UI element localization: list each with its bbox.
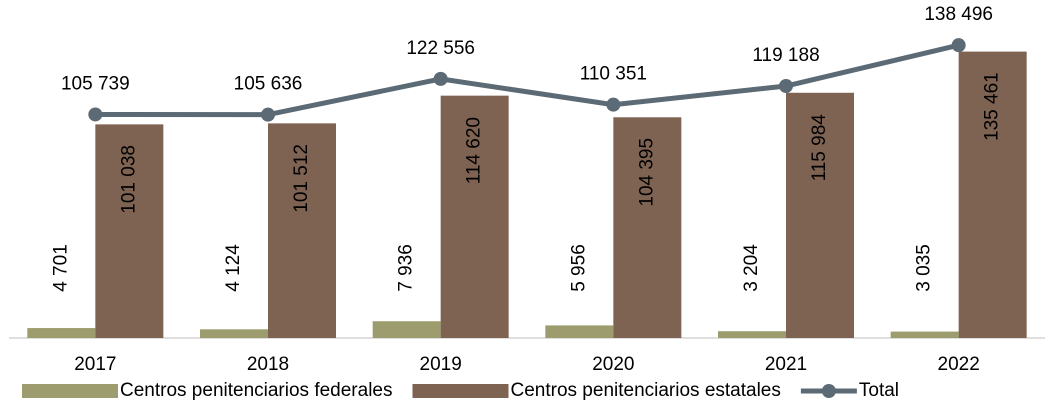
bar (372, 321, 441, 338)
data-label: 119 188 (752, 45, 819, 66)
x-tick-label: 2017 (74, 354, 116, 375)
data-label: 110 351 (580, 64, 647, 85)
data-label: 5 956 (568, 244, 589, 292)
legend-swatch (412, 384, 509, 398)
legend-swatch (22, 384, 118, 398)
x-tick-label: 2019 (420, 354, 462, 375)
data-label: 3 035 (914, 244, 935, 292)
x-tick-label: 2022 (938, 354, 980, 375)
data-label: 115 984 (809, 114, 830, 182)
bar (545, 325, 614, 338)
data-label: 3 204 (741, 244, 762, 292)
bar (890, 331, 959, 338)
data-label: 104 395 (636, 138, 657, 207)
data-label: 105 636 (234, 74, 303, 95)
data-label: 138 496 (924, 4, 993, 25)
line-marker (951, 38, 966, 53)
bar (200, 329, 268, 338)
data-label: 135 461 (982, 72, 1003, 141)
data-label: 4 124 (223, 244, 244, 292)
data-label: 114 620 (464, 117, 485, 184)
bar (958, 51, 1027, 339)
line-marker (779, 79, 793, 94)
data-label: 101 512 (291, 144, 312, 213)
line (95, 42, 960, 118)
x-tick-label: 2018 (247, 354, 289, 375)
bar (440, 95, 509, 338)
line-marker (88, 107, 103, 122)
bar (786, 92, 854, 338)
legend-label: Total (859, 380, 899, 401)
data-label: 101 038 (118, 145, 139, 214)
data-label: 4 701 (50, 244, 71, 292)
legend-label: Centros penitenciarios estatales (511, 380, 781, 401)
data-label: 105 739 (61, 73, 130, 94)
data-label: 7 936 (396, 244, 417, 292)
data-label: 122 556 (406, 38, 475, 59)
bar (27, 328, 96, 338)
legend-swatch (821, 384, 836, 398)
line-marker (433, 71, 448, 86)
bar (718, 331, 786, 338)
x-tick-label: 2021 (765, 354, 807, 375)
legend-label: Centros penitenciarios federales (120, 380, 393, 401)
bar (613, 117, 682, 338)
line-marker (261, 107, 275, 122)
x-tick-label: 2020 (592, 354, 634, 375)
bar (268, 123, 336, 338)
line-marker (606, 97, 621, 112)
bar (95, 124, 164, 338)
